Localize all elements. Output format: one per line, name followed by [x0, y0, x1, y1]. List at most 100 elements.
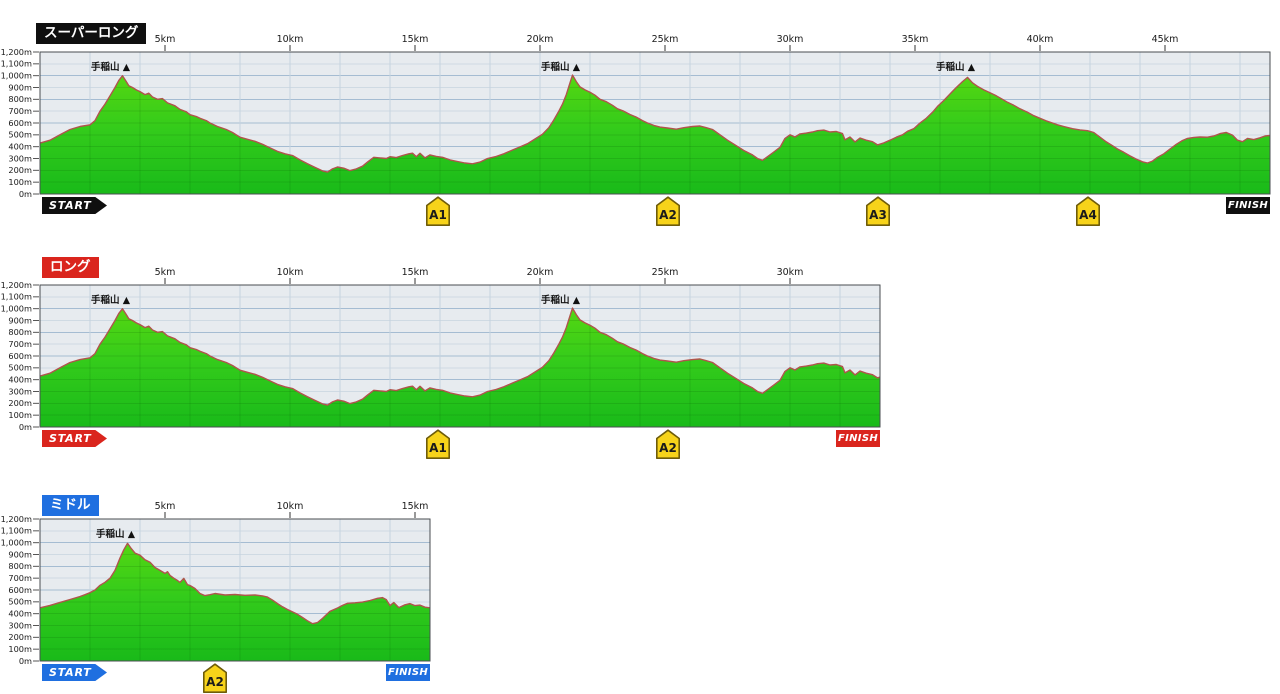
- grid-overlay: [40, 308, 880, 427]
- y-axis-label: 1,200m: [1, 280, 32, 290]
- grid-overlay: [40, 75, 1270, 194]
- x-tick-label: 30km: [777, 34, 804, 45]
- x-tick-label: 30km: [777, 267, 804, 278]
- chart-title-super-long: スーパーロング: [36, 23, 147, 44]
- elevation-area: [40, 308, 880, 427]
- aid-station-A1: A1: [424, 196, 452, 227]
- start-badge-long: START: [42, 430, 107, 447]
- elevation-line: [39, 74, 1271, 173]
- peak-label: 手稲山 ▲: [91, 294, 131, 306]
- svg-text:A1: A1: [429, 208, 447, 222]
- finish-badge-middle: FINISH: [386, 664, 430, 681]
- x-tick-label: 25km: [652, 267, 679, 278]
- aid-station-A3: A3: [864, 196, 892, 227]
- aid-station-pin-icon: A1: [425, 196, 450, 227]
- y-axis-label: 1,000m: [1, 538, 32, 548]
- x-tick-label: 5km: [155, 34, 176, 45]
- x-tick-label: 45km: [1152, 34, 1179, 45]
- x-tick-label: 20km: [527, 267, 554, 278]
- y-axis-label: 400m: [8, 375, 32, 385]
- plot-border: [39, 51, 1271, 195]
- y-axis-label: 0m: [19, 189, 32, 199]
- y-axis-label: 700m: [8, 339, 32, 349]
- y-axis-label: 400m: [8, 609, 32, 619]
- grid-overlay: [40, 543, 430, 661]
- y-axis-label: 1,000m: [1, 71, 32, 81]
- y-axis-label: 900m: [8, 82, 32, 92]
- grid: [40, 519, 430, 661]
- elevation-line: [39, 307, 881, 406]
- plot-border: [39, 284, 881, 428]
- x-tick-label: 15km: [402, 501, 429, 512]
- aid-station-pin-icon: A3: [865, 196, 890, 227]
- y-axis-label: 600m: [8, 351, 32, 361]
- aid-station-pin-icon: A2: [202, 663, 228, 694]
- svg-text:A3: A3: [869, 208, 887, 222]
- chart-title-middle: ミドル: [42, 495, 99, 516]
- grid: [40, 285, 880, 427]
- peak-label: 手稲山 ▲: [91, 61, 131, 73]
- aid-station-pin-icon: A1: [425, 429, 450, 460]
- aid-station-pin-icon: A2: [655, 429, 680, 460]
- elevation-line: [39, 542, 431, 625]
- aid-station-A1: A1: [424, 429, 452, 460]
- aid-station-A4: A4: [1074, 196, 1102, 227]
- y-axis-label: 400m: [8, 142, 32, 152]
- x-tick-label: 15km: [402, 34, 429, 45]
- grid: [40, 52, 1270, 194]
- x-tick-label: 10km: [277, 267, 304, 278]
- plot-background: [40, 285, 880, 427]
- peak-label: 手稲山 ▲: [936, 61, 976, 73]
- y-axis-label: 1,100m: [1, 526, 32, 536]
- x-tick-label: 25km: [652, 34, 679, 45]
- svg-text:A4: A4: [1079, 208, 1097, 222]
- aid-station-A2: A2: [201, 663, 229, 694]
- chart-title-long: ロング: [42, 257, 99, 278]
- plot-background: [40, 519, 430, 661]
- y-axis-label: 200m: [8, 632, 32, 642]
- aid-station-pin-icon: A2: [655, 196, 680, 227]
- svg-text:A1: A1: [429, 441, 447, 455]
- y-axis-label: 1,100m: [1, 292, 32, 302]
- finish-badge-long: FINISH: [836, 430, 880, 447]
- y-axis-label: 700m: [8, 106, 32, 116]
- y-axis-label: 100m: [8, 177, 32, 187]
- y-axis-label: 200m: [8, 165, 32, 175]
- y-axis-label: 500m: [8, 130, 32, 140]
- x-tick-label: 5km: [155, 267, 176, 278]
- y-axis-label: 0m: [19, 422, 32, 432]
- y-axis-label: 900m: [8, 315, 32, 325]
- y-axis-label: 300m: [8, 153, 32, 163]
- svg-text:A2: A2: [659, 208, 677, 222]
- y-axis-label: 300m: [8, 386, 32, 396]
- svg-text:A2: A2: [659, 441, 677, 455]
- y-axis-label: 800m: [8, 94, 32, 104]
- svg-text:A2: A2: [206, 675, 224, 689]
- y-axis-label: 1,000m: [1, 304, 32, 314]
- y-axis-label: 1,200m: [1, 47, 32, 57]
- x-tick-label: 10km: [277, 34, 304, 45]
- x-tick-label: 15km: [402, 267, 429, 278]
- x-tick-label: 10km: [277, 501, 304, 512]
- elevation-area: [40, 543, 430, 661]
- finish-badge-super-long: FINISH: [1226, 197, 1270, 214]
- y-axis-label: 0m: [19, 656, 32, 666]
- y-axis-label: 1,200m: [1, 514, 32, 524]
- peak-label: 手稲山 ▲: [541, 61, 581, 73]
- y-axis-label: 800m: [8, 327, 32, 337]
- aid-station-pin-icon: A4: [1075, 196, 1100, 227]
- start-badge-middle: START: [42, 664, 107, 681]
- elevation-area: [40, 75, 1270, 194]
- y-axis-label: 100m: [8, 410, 32, 420]
- plot-border: [39, 518, 431, 662]
- y-axis-label: 600m: [8, 118, 32, 128]
- start-badge-super-long: START: [42, 197, 107, 214]
- x-tick-label: 35km: [902, 34, 929, 45]
